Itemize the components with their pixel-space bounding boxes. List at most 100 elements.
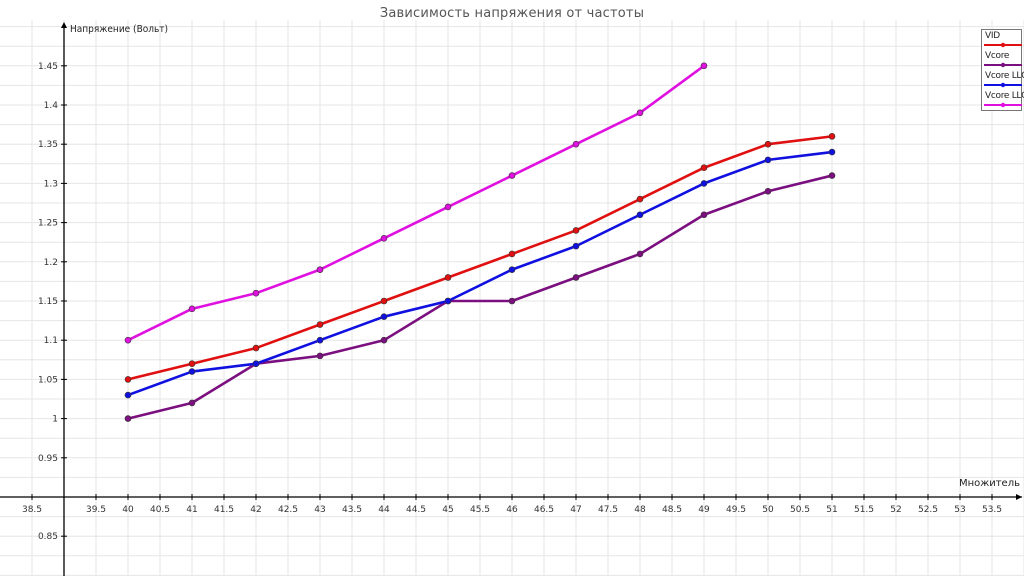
- series-line-vcore: [127, 174, 833, 420]
- y-tick-label: 1.2: [44, 258, 58, 268]
- data-point-vcore-llc4: [444, 297, 452, 305]
- x-tick-label: 46: [506, 505, 518, 515]
- x-tick-label: 42: [250, 505, 261, 515]
- data-point-vid: [124, 376, 132, 383]
- legend-label: Vcore LLC8: [985, 91, 1024, 101]
- legend-label: Vcore LLC4: [985, 71, 1024, 81]
- data-point-vcore-llc4: [700, 180, 708, 187]
- data-point-vid: [764, 140, 772, 148]
- y-tick-label: 1.3: [44, 179, 58, 189]
- x-tick-label: 44: [378, 505, 390, 515]
- x-tick-label: 44.5: [406, 505, 426, 515]
- data-point-vid: [316, 321, 324, 328]
- data-point-vid: [636, 195, 644, 203]
- x-tick-label: 45.5: [470, 505, 490, 515]
- y-tick-label: 1.1: [44, 336, 58, 346]
- y-tick-label: 1.35: [38, 140, 58, 150]
- data-point-vcore-llc4: [380, 313, 388, 320]
- data-point-vcore-llc4: [764, 156, 772, 164]
- data-point-vcore-llc8: [252, 289, 260, 297]
- x-tick-label: 51: [826, 505, 837, 515]
- x-tick-label: 40: [122, 505, 134, 515]
- x-tick-label: 51.5: [854, 505, 874, 515]
- series-line-vcore-llc4: [127, 150, 833, 397]
- data-point-vcore-llc8: [444, 203, 452, 211]
- data-point-vcore-llc4: [572, 242, 580, 250]
- y-tick-label: 1.15: [38, 297, 58, 307]
- data-point-vcore-llc4: [316, 336, 324, 344]
- y-tick-label: 1.4: [44, 101, 59, 111]
- data-point-vid: [572, 227, 580, 234]
- data-point-vcore: [636, 250, 644, 258]
- legend-swatch: [984, 42, 1022, 48]
- data-point-vcore: [188, 399, 196, 407]
- data-point-vcore-llc8: [380, 234, 388, 242]
- data-point-vcore-llc4: [188, 368, 196, 375]
- y-tick-label: 1.25: [38, 219, 58, 229]
- x-tick-label: 47: [570, 505, 581, 515]
- y-tick-label: 1.45: [38, 62, 58, 72]
- x-tick-label: 41.5: [214, 505, 234, 515]
- data-point-vcore: [764, 187, 772, 195]
- data-point-vcore: [380, 336, 388, 344]
- x-tick-label: 47.5: [598, 505, 618, 515]
- data-point-vcore-llc4: [636, 211, 644, 219]
- data-point-vid: [444, 274, 452, 281]
- y-tick-label: 1.05: [38, 375, 58, 385]
- data-point-vcore: [316, 352, 324, 360]
- x-tick-label: 45: [442, 505, 453, 515]
- x-tick-label: 53: [954, 505, 965, 515]
- data-point-vid: [508, 250, 516, 258]
- x-tick-label: 52.5: [918, 505, 938, 515]
- legend-item-vcore-llc8: Vcore LLC8: [984, 91, 1024, 109]
- x-tick-label: 42.5: [278, 505, 298, 515]
- x-tick-label: 53.5: [982, 505, 1002, 515]
- chart-title: Зависимость напряжения от частоты: [379, 6, 645, 21]
- data-point-vid: [700, 164, 708, 172]
- x-tick-label: 41: [186, 505, 197, 515]
- x-tick-label: 46.5: [534, 505, 554, 515]
- series-line-vid: [127, 135, 833, 381]
- x-tick-label: 50: [762, 505, 774, 515]
- x-axis-arrow: [1016, 494, 1022, 500]
- x-tick-label: 43.5: [342, 505, 362, 515]
- x-tick-label: 49: [698, 505, 710, 515]
- data-point-vcore: [508, 297, 516, 305]
- data-point-vid: [828, 133, 836, 140]
- x-tick-label: 48: [634, 505, 646, 515]
- x-tick-label: 38.5: [22, 505, 42, 515]
- x-tick-label: 39.5: [86, 505, 106, 515]
- legend-swatch: [984, 82, 1022, 88]
- legend-swatch: [984, 62, 1022, 68]
- data-point-vcore-llc4: [124, 391, 132, 399]
- legend-item-vid: VID: [984, 31, 1022, 49]
- y-tick-label: 0.85: [38, 532, 58, 542]
- data-point-vcore-llc8: [636, 109, 644, 117]
- x-tick-label: 48.5: [662, 505, 682, 515]
- data-point-vcore-llc8: [316, 266, 324, 273]
- y-axis-label: Напряжение (Вольт): [70, 24, 169, 35]
- chart-legend: VID Vcore Vcore LLC4 Vcore LLC8: [981, 29, 1024, 111]
- series-line-vcore-llc8: [127, 64, 705, 342]
- data-point-vcore-llc4: [252, 360, 260, 368]
- data-point-vcore-llc4: [828, 148, 836, 156]
- x-axis-label: Множитель: [958, 478, 1020, 489]
- data-point-vcore: [700, 211, 708, 219]
- data-point-vcore-llc8: [124, 336, 132, 344]
- legend-item-vcore: Vcore: [984, 51, 1022, 69]
- x-tick-label: 43: [314, 505, 325, 515]
- legend-item-vcore-llc4: Vcore LLC4: [984, 71, 1024, 89]
- data-point-vid: [252, 344, 260, 352]
- data-point-vcore: [572, 274, 580, 281]
- legend-swatch: [984, 102, 1022, 108]
- data-point-vcore-llc4: [508, 266, 516, 273]
- data-point-vcore-llc8: [700, 62, 708, 70]
- data-point-vcore-llc8: [572, 140, 580, 148]
- data-point-vcore-llc8: [188, 305, 196, 313]
- data-point-vcore: [828, 172, 836, 179]
- legend-label: VID: [985, 31, 1000, 41]
- x-tick-label: 52: [890, 505, 901, 515]
- x-tick-label: 50.5: [790, 505, 810, 515]
- y-tick-label: 1: [52, 415, 58, 425]
